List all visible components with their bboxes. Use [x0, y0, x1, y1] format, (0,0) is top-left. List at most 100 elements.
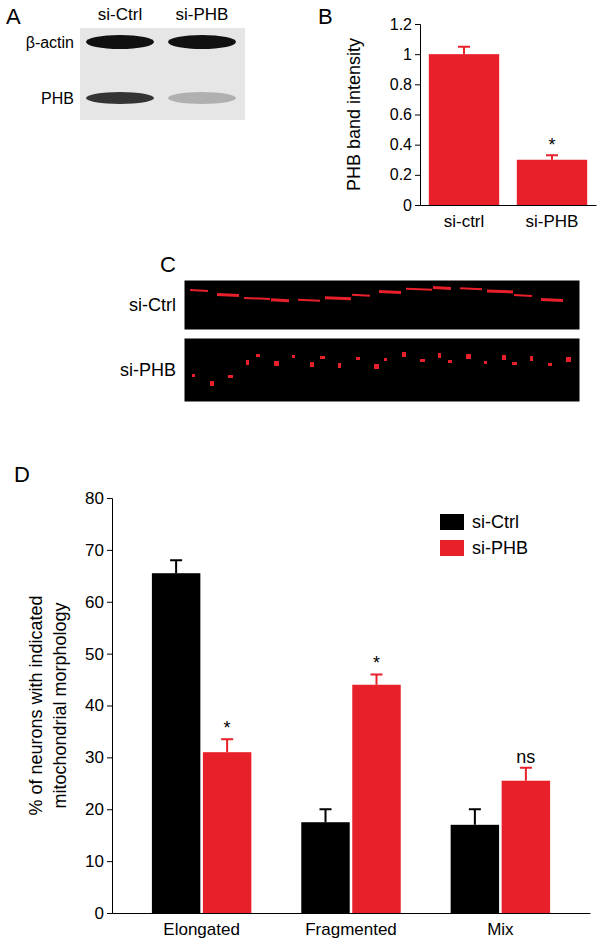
error-bar [458, 47, 470, 55]
mitochondrion [352, 295, 370, 296]
bar [517, 160, 587, 205]
tick: si-ctrl [444, 212, 485, 231]
mitochondrion [541, 300, 563, 301]
mitochondrion [298, 300, 320, 301]
y-axis: 00.20.40.60.811.2 [390, 16, 421, 214]
mitochondrion [356, 357, 360, 360]
axis-line [415, 25, 421, 206]
tick-mark [107, 861, 112, 862]
band-label: PHB [41, 90, 74, 107]
error-bar [170, 560, 182, 573]
tick-label: 0 [95, 904, 104, 923]
tick-mark [415, 175, 420, 176]
blot-band [168, 92, 236, 104]
legend-swatch [440, 540, 464, 556]
tick-mark [107, 809, 112, 810]
mitochondrion [210, 381, 214, 386]
legend: si-Ctrlsi-PHB [440, 512, 528, 558]
blot-band [86, 35, 154, 49]
tick-label: 80 [85, 489, 104, 508]
tick-label: si-ctrl [444, 212, 485, 231]
panel-label: A [6, 4, 21, 29]
tick: 0 [95, 904, 112, 923]
mitochondrion [402, 352, 406, 357]
tick-label: Elongated [163, 920, 240, 939]
error-bar [546, 155, 558, 160]
mitochondrion [325, 298, 351, 299]
tick-mark [415, 84, 420, 85]
tick-label: 1 [403, 46, 412, 63]
mitochondrion [530, 356, 533, 361]
tick-mark [107, 654, 112, 655]
bar [502, 781, 550, 913]
tick-mark [107, 550, 112, 551]
tick: 20 [85, 800, 112, 819]
blot-band [168, 35, 236, 49]
tick-mark [415, 24, 420, 25]
mitochondrion [466, 354, 471, 359]
tick: 1 [403, 46, 420, 63]
micrograph [184, 280, 580, 330]
band-label: β-actin [26, 34, 74, 51]
mitochondrion [566, 357, 571, 362]
tick: 50 [85, 645, 112, 664]
mitochondrion [514, 295, 532, 296]
mitochondrion [379, 291, 401, 292]
tick-label: 60 [85, 593, 104, 612]
mitochondrion [320, 356, 325, 359]
mitochondrion [274, 361, 279, 366]
tick: 40 [85, 696, 112, 715]
x-axis: si-ctrl si-PHB [421, 206, 597, 232]
y-axis: 01020304050607080 [85, 489, 112, 923]
tick-label: Mix [487, 920, 514, 939]
panel-label: D [14, 462, 30, 487]
tick-label: 20 [85, 800, 104, 819]
tick: Fragmented [305, 920, 397, 939]
tick-label: 40 [85, 696, 104, 715]
tick-mark [107, 757, 112, 758]
annotation: * [224, 718, 231, 738]
tick-mark [415, 54, 420, 55]
tick: 0 [403, 197, 420, 214]
tick: 0.6 [390, 106, 420, 123]
tick: 0.4 [390, 136, 420, 153]
mitochondrion [271, 300, 289, 301]
lane-label: si-Ctrl [98, 5, 142, 24]
tick-label: 50 [85, 645, 104, 664]
tick-mark [107, 602, 112, 603]
mitochondrion [228, 375, 233, 378]
mitochondrion [256, 354, 260, 357]
annotation: ns [516, 747, 535, 767]
blot-band [86, 92, 154, 104]
error-bar [371, 674, 383, 684]
mitochondrion [438, 353, 441, 358]
tick-label: 0.4 [390, 136, 412, 153]
mitochondrion [512, 362, 517, 365]
mitochondrion [246, 360, 249, 365]
tick: si-PHB [526, 212, 579, 231]
tick-mark [415, 145, 420, 146]
tick: 0.2 [390, 166, 420, 183]
mitochondrion [487, 291, 513, 292]
mitochondrion [448, 360, 452, 363]
mitochondrion [244, 298, 270, 299]
annotation: * [373, 653, 380, 673]
tick: 30 [85, 748, 112, 767]
tick-label: 0.2 [390, 166, 412, 183]
tick-mark [107, 706, 112, 707]
tick-label: 0.6 [390, 106, 412, 123]
tick-label: Fragmented [305, 920, 397, 939]
mitochondrion [292, 355, 295, 358]
bar [451, 825, 499, 913]
mitochondrion [420, 359, 425, 362]
tick-mark [107, 498, 112, 499]
tick: 80 [85, 489, 112, 508]
error-bar [520, 768, 532, 781]
bar [203, 752, 251, 913]
mitochondrion [190, 290, 208, 291]
error-bar [469, 809, 481, 825]
axis-title: PHB band intensity [344, 38, 364, 191]
row-label: si-PHB [120, 360, 176, 380]
tick-label: si-PHB [526, 212, 579, 231]
figure: ABCDsi-Ctrlsi-PHBβ-actinPHB00.20.40.60.8… [0, 0, 604, 945]
